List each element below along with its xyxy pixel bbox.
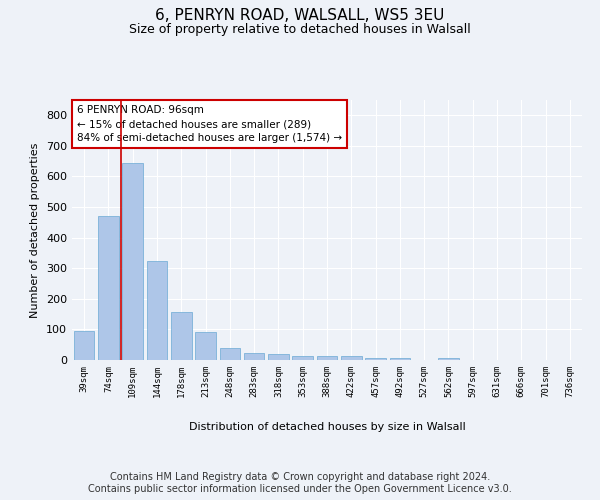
Text: Size of property relative to detached houses in Walsall: Size of property relative to detached ho…: [129, 22, 471, 36]
Bar: [244, 353, 265, 360]
Text: Contains HM Land Registry data © Crown copyright and database right 2024.: Contains HM Land Registry data © Crown c…: [110, 472, 490, 482]
Bar: [292, 356, 313, 360]
Bar: [98, 216, 119, 360]
Bar: [438, 358, 459, 360]
Text: 6 PENRYN ROAD: 96sqm
← 15% of detached houses are smaller (289)
84% of semi-deta: 6 PENRYN ROAD: 96sqm ← 15% of detached h…: [77, 105, 342, 143]
Bar: [146, 260, 167, 360]
Bar: [389, 358, 410, 360]
Text: Contains public sector information licensed under the Open Government Licence v3: Contains public sector information licen…: [88, 484, 512, 494]
Y-axis label: Number of detached properties: Number of detached properties: [31, 142, 40, 318]
Bar: [74, 331, 94, 360]
Bar: [365, 358, 386, 360]
Text: Distribution of detached houses by size in Walsall: Distribution of detached houses by size …: [188, 422, 466, 432]
Bar: [220, 348, 240, 360]
Bar: [171, 312, 191, 360]
Bar: [195, 332, 216, 360]
Bar: [268, 354, 289, 360]
Bar: [317, 356, 337, 360]
Bar: [341, 356, 362, 360]
Text: 6, PENRYN ROAD, WALSALL, WS5 3EU: 6, PENRYN ROAD, WALSALL, WS5 3EU: [155, 8, 445, 22]
Bar: [122, 162, 143, 360]
